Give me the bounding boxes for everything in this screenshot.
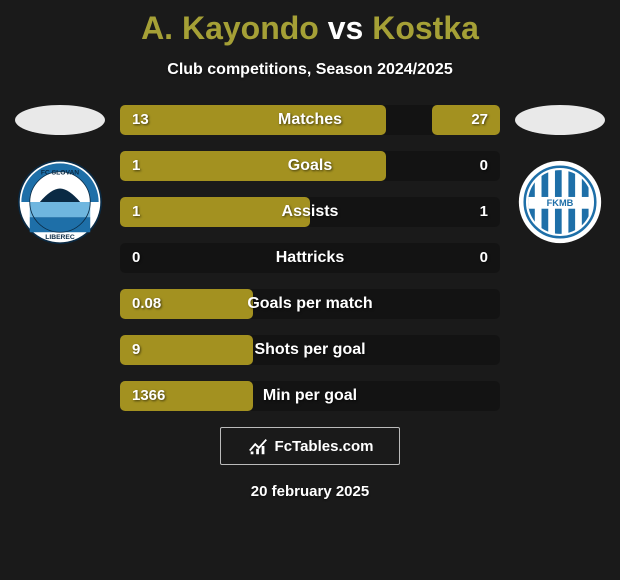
stat-row: Assists1 1 [120,197,500,227]
player-left-photo-oval [15,105,105,135]
player-left-name: A. Kayondo [141,10,319,46]
stat-label: Shots per goal [120,335,500,365]
stat-value-right: 0 [468,243,500,273]
club-badge-right: FKMB [518,160,602,244]
stat-row: Goals per match0.08 [120,289,500,319]
stat-value-left: 9 [120,335,152,365]
stat-value-left: 1 [120,151,152,181]
svg-text:FKMB: FKMB [547,198,574,208]
footer-date: 20 february 2025 [0,483,620,500]
vs-word: vs [328,10,364,46]
stat-label: Goals [120,151,500,181]
stat-row: Shots per goal9 [120,335,500,365]
stat-row: Min per goal1366 [120,381,500,411]
stat-bars: Matches1327Goals10Assists11Hattricks00Go… [120,105,500,411]
brand-box[interactable]: FcTables.com [220,427,400,465]
club-badge-left: FC SLOVAN LIBEREC [18,160,102,244]
player-right-name: Kostka [372,10,479,46]
badge-left-text-bottom: LIBEREC [45,234,75,241]
brand-text: FcTables.com [275,438,374,455]
stat-value-left: 0 [120,243,152,273]
stat-row: Hattricks0 0 [120,243,500,273]
comparison-panel: FC SLOVAN LIBEREC FKMB Matches1327Goals1… [0,105,620,411]
stat-row: Goals1 0 [120,151,500,181]
stat-label: Goals per match [120,289,500,319]
stat-value-left: 13 [120,105,161,135]
player-right-photo-oval [515,105,605,135]
stat-label: Matches [120,105,500,135]
stat-value-left: 1366 [120,381,177,411]
stat-value-right: 0 [468,151,500,181]
stat-value-right: 1 [468,197,500,227]
chart-icon [247,435,269,457]
subtitle: Club competitions, Season 2024/2025 [0,61,620,79]
stat-value-right: 27 [459,105,500,135]
page-title: A. Kayondo vs Kostka [0,0,620,47]
stat-label: Hattricks [120,243,500,273]
stat-value-left: 1 [120,197,152,227]
stat-label: Assists [120,197,500,227]
stat-value-left: 0.08 [120,289,173,319]
stat-row: Matches13 27 [120,105,500,135]
